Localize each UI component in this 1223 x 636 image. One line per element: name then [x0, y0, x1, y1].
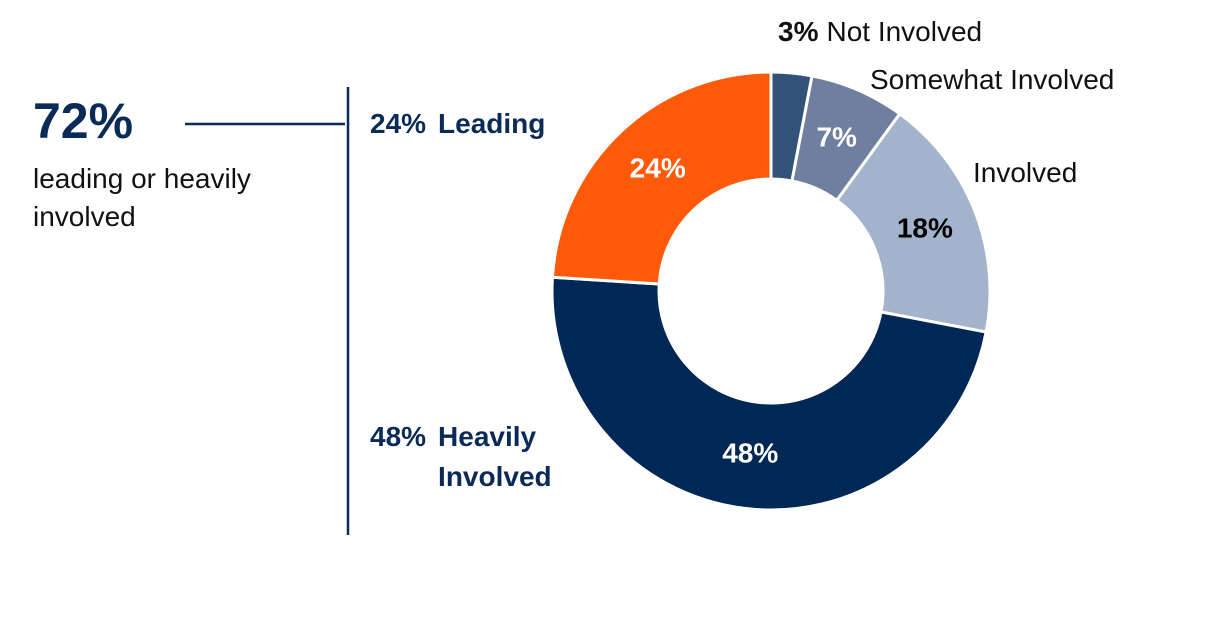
- segment-label: 24%: [630, 153, 686, 184]
- category-name: Leading: [438, 108, 546, 139]
- donut-segment: [834, 111, 992, 334]
- category-label: 3% Not Involved: [778, 12, 982, 52]
- category-label: 24% Leading: [370, 104, 588, 144]
- category-percent: 24%: [370, 108, 427, 139]
- segment-label: 18%: [897, 212, 953, 243]
- donut-segment: [550, 275, 988, 512]
- category-name: Not Involved: [826, 16, 983, 47]
- donut-segment: [550, 70, 773, 286]
- category-label: 48% Heavily Involved: [370, 417, 588, 497]
- annotation-title: 72%: [33, 93, 134, 149]
- category-name: Heavily Involved: [438, 421, 552, 492]
- category-name: Involved: [973, 157, 1078, 188]
- category-label: Involved: [973, 153, 1077, 193]
- category-percent: 3%: [778, 16, 819, 47]
- category-name: Somewhat Involved: [870, 64, 1115, 95]
- segment-label: 48%: [722, 438, 778, 469]
- category-label: Somewhat Involved: [870, 60, 1114, 100]
- category-percent: 48%: [370, 421, 427, 452]
- annotation-text: leading or heavily involved: [33, 163, 251, 232]
- segment-label: 7%: [816, 122, 857, 153]
